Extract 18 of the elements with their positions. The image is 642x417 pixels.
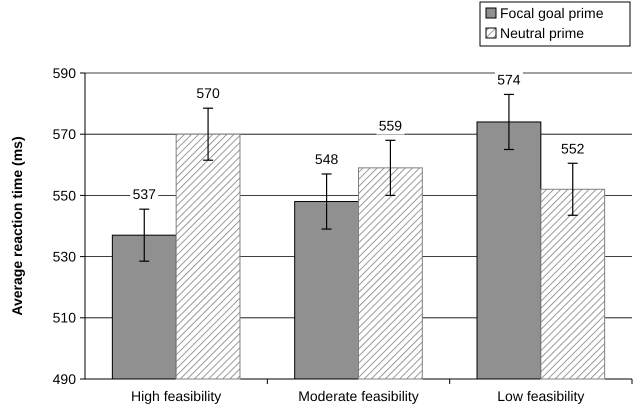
y-tick-label: 530 — [52, 248, 76, 264]
data-label: 537 — [132, 186, 156, 202]
x-tick-label: Low feasibility — [497, 388, 584, 404]
y-tick-label: 590 — [52, 64, 76, 81]
data-label: 552 — [561, 140, 585, 156]
data-label: 548 — [314, 150, 338, 167]
y-tick-label: 490 — [52, 370, 76, 387]
data-label: 570 — [196, 85, 220, 102]
y-axis-title: Average reaction time (ms) — [9, 136, 25, 316]
x-tick-label: High feasibility — [131, 388, 222, 404]
x-tick-label: Moderate feasibility — [298, 388, 419, 404]
y-tick-label: 510 — [52, 310, 76, 326]
y-tick-label: 570 — [52, 126, 76, 142]
legend-label: Neutral prime — [500, 24, 584, 41]
data-label: 559 — [378, 117, 402, 134]
data-label: 574 — [497, 71, 521, 88]
legend-label: Focal goal prime — [500, 4, 604, 21]
y-tick-label: 550 — [52, 187, 76, 204]
